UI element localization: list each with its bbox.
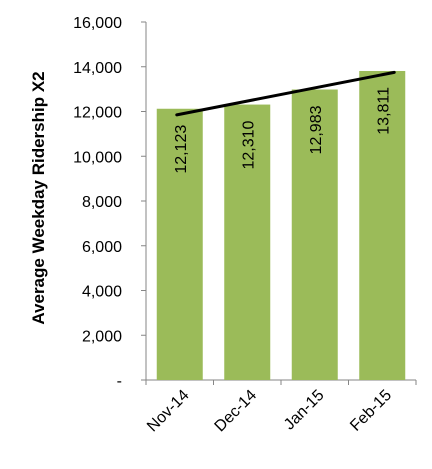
data-label: 13,811 — [375, 87, 392, 135]
bars — [156, 70, 406, 381]
y-tick-label: 8,000 — [82, 194, 122, 211]
bar-dec-14 — [224, 104, 271, 380]
y-tick-label: 12,000 — [73, 105, 122, 122]
y-tick-label: 4,000 — [82, 284, 122, 301]
y-axis-title: Average Weekday Ridership X2 — [29, 71, 48, 324]
trendline-group — [175, 70, 396, 117]
x-tick-label: Jan-15 — [281, 387, 328, 434]
bar-feb-15 — [359, 70, 406, 380]
y-tick-label: 10,000 — [73, 149, 122, 166]
bar-nov-14 — [156, 108, 203, 381]
data-label: 12,983 — [308, 105, 325, 154]
y-tick-label: 2,000 — [82, 328, 122, 345]
y-tick-label: 16,000 — [73, 15, 122, 32]
data-label: 12,123 — [173, 125, 190, 174]
x-axis: Nov-14 Dec-14 Jan-15 Feb-15 — [144, 379, 417, 436]
trendline — [175, 70, 396, 117]
x-tick-label: Dec-14 — [212, 387, 261, 436]
x-tick-label: Feb-15 — [347, 387, 395, 435]
y-tick-label: 14,000 — [73, 60, 122, 77]
y-tick-label: 6,000 — [82, 239, 122, 256]
data-label: 12,310 — [240, 120, 257, 169]
y-tick-label: - — [117, 373, 122, 390]
x-tick-label: Nov-14 — [144, 387, 193, 436]
data-labels: 12,123 12,310 12,983 13,811 — [173, 87, 393, 174]
bar-jan-15 — [291, 89, 338, 381]
y-axis: - 2,000 4,000 6,000 8,000 10,000 12,000 14,000 1… — [73, 15, 147, 390]
